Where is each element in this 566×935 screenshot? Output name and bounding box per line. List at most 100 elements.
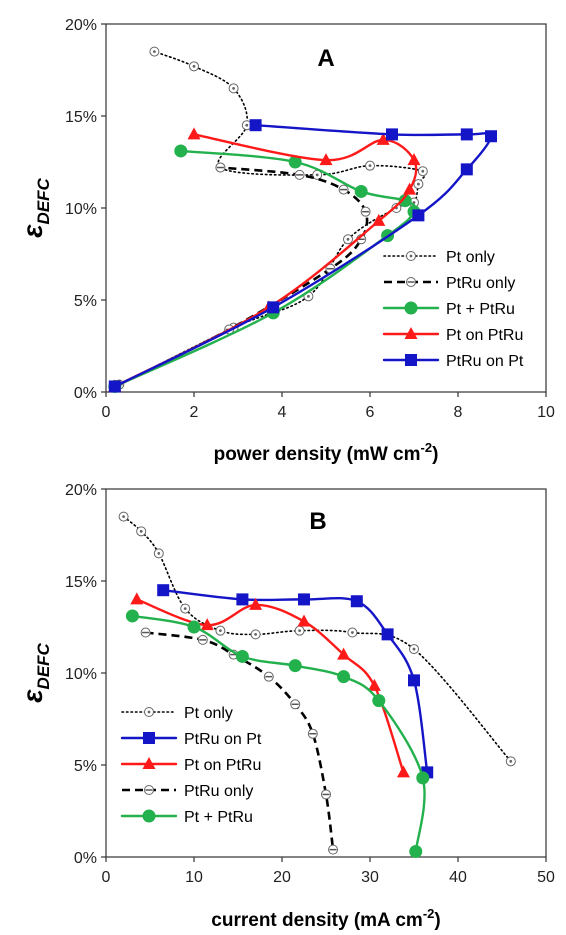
data-point — [153, 548, 164, 559]
legend-item: PtRu only — [384, 275, 515, 292]
y-tick-label: 15% — [65, 109, 97, 126]
series-line — [122, 515, 512, 763]
legend-item: PtRu on Pt — [120, 731, 262, 748]
legend-swatch-marker — [142, 757, 156, 769]
series-pt-ptru — [125, 609, 430, 858]
y-tick-label: 20% — [65, 482, 97, 499]
legend-label: Pt + PtRu — [184, 809, 253, 826]
y-tick-label: 0% — [74, 850, 97, 867]
x-tick-label: 8 — [454, 404, 463, 421]
data-point — [396, 765, 410, 778]
data-point — [319, 153, 333, 166]
x-tick-label: 30 — [361, 869, 379, 886]
data-point — [372, 694, 386, 708]
series-ptru-on-pt — [157, 584, 434, 779]
data-point — [328, 844, 339, 855]
chart-title: B — [309, 508, 326, 535]
legend: Pt only PtRu on Pt Pt on PtRu PtRu only Pt +… — [120, 705, 262, 826]
legend-swatch-marker — [406, 251, 416, 261]
legend-label: PtRu only — [184, 783, 253, 800]
data-point — [250, 629, 261, 640]
series-ptru-on-pt — [108, 119, 497, 393]
data-point — [409, 844, 423, 858]
legend-item: Pt + PtRu — [120, 809, 253, 826]
data-point — [187, 127, 201, 140]
y-axis-label: εDEFC — [17, 177, 53, 237]
data-point — [386, 128, 398, 141]
x-axis-label: current density (mA cm-2) — [211, 906, 440, 931]
legend-swatch-marker — [404, 301, 418, 315]
legend-label: Pt only — [184, 705, 233, 722]
data-point — [189, 61, 199, 72]
data-point — [417, 166, 428, 177]
data-point — [321, 789, 331, 800]
data-point — [288, 659, 302, 673]
data-point — [416, 771, 430, 785]
series-line — [113, 133, 418, 388]
data-point — [372, 213, 386, 226]
data-point — [180, 603, 191, 614]
x-tick-label: 6 — [366, 404, 375, 421]
data-point — [460, 128, 473, 141]
data-point — [337, 670, 351, 684]
x-tick-label: 0 — [102, 404, 111, 421]
data-point — [307, 728, 318, 739]
data-point — [174, 144, 188, 158]
data-point — [347, 627, 358, 638]
data-point — [235, 649, 249, 663]
data-point — [350, 595, 363, 608]
x-tick-label: 50 — [537, 869, 555, 886]
legend-item: Pt only — [383, 249, 495, 266]
data-point — [215, 625, 226, 636]
legend-item: PtRu only — [122, 783, 253, 800]
series-line — [145, 631, 335, 850]
legend-item: PtRu on Pt — [382, 353, 524, 370]
data-point — [337, 647, 351, 660]
legend-label: PtRu only — [446, 275, 515, 292]
legend-swatch-marker — [142, 809, 156, 823]
data-point — [407, 153, 421, 166]
data-point — [298, 593, 310, 606]
chart-title: A — [317, 45, 334, 72]
x-tick-label: 10 — [185, 869, 203, 886]
data-point — [108, 380, 121, 393]
data-point — [187, 620, 201, 634]
y-tick-label: 5% — [74, 758, 97, 775]
data-point — [391, 203, 402, 213]
legend-label: Pt on PtRu — [184, 757, 261, 774]
data-point — [412, 209, 425, 222]
y-tick-label: 10% — [65, 666, 97, 683]
data-point — [267, 301, 280, 314]
legend-label: PtRu on Pt — [184, 731, 262, 748]
y-tick-label: 5% — [74, 293, 97, 310]
data-point — [294, 169, 305, 180]
chart-panel-a: 0% 5% 10% 15% 20% 0 2 4 6 8 10 power density (mW cm… — [17, 17, 555, 465]
legend-swatch-marker — [405, 354, 417, 366]
data-point — [505, 756, 516, 767]
legend-label: Pt on PtRu — [446, 327, 523, 344]
data-point — [197, 634, 208, 645]
x-axis-label: power density (mW cm-2) — [214, 440, 439, 465]
x-tick-label: 4 — [278, 404, 287, 421]
x-tick-label: 20 — [273, 869, 291, 886]
legend-item: Pt + PtRu — [382, 301, 515, 318]
data-point — [343, 234, 353, 245]
series-pt-on-ptru — [130, 592, 410, 778]
data-point — [140, 627, 151, 638]
data-point — [249, 119, 262, 132]
data-point — [200, 618, 214, 631]
legend: Pt only PtRu only Pt + PtRu Pt on PtRu PtRu … — [382, 249, 524, 370]
data-point — [297, 614, 311, 627]
series-line — [113, 149, 417, 388]
data-point — [263, 671, 274, 682]
series-pt-only — [118, 511, 516, 767]
data-point — [288, 155, 302, 169]
x-tick-label: 2 — [190, 404, 199, 421]
data-point — [338, 184, 349, 195]
series-pt-on-ptru — [108, 127, 421, 392]
legend-item: Pt on PtRu — [382, 327, 523, 344]
series-ptru-only — [140, 627, 339, 855]
data-point — [354, 184, 368, 198]
legend-swatch-marker — [406, 277, 416, 287]
